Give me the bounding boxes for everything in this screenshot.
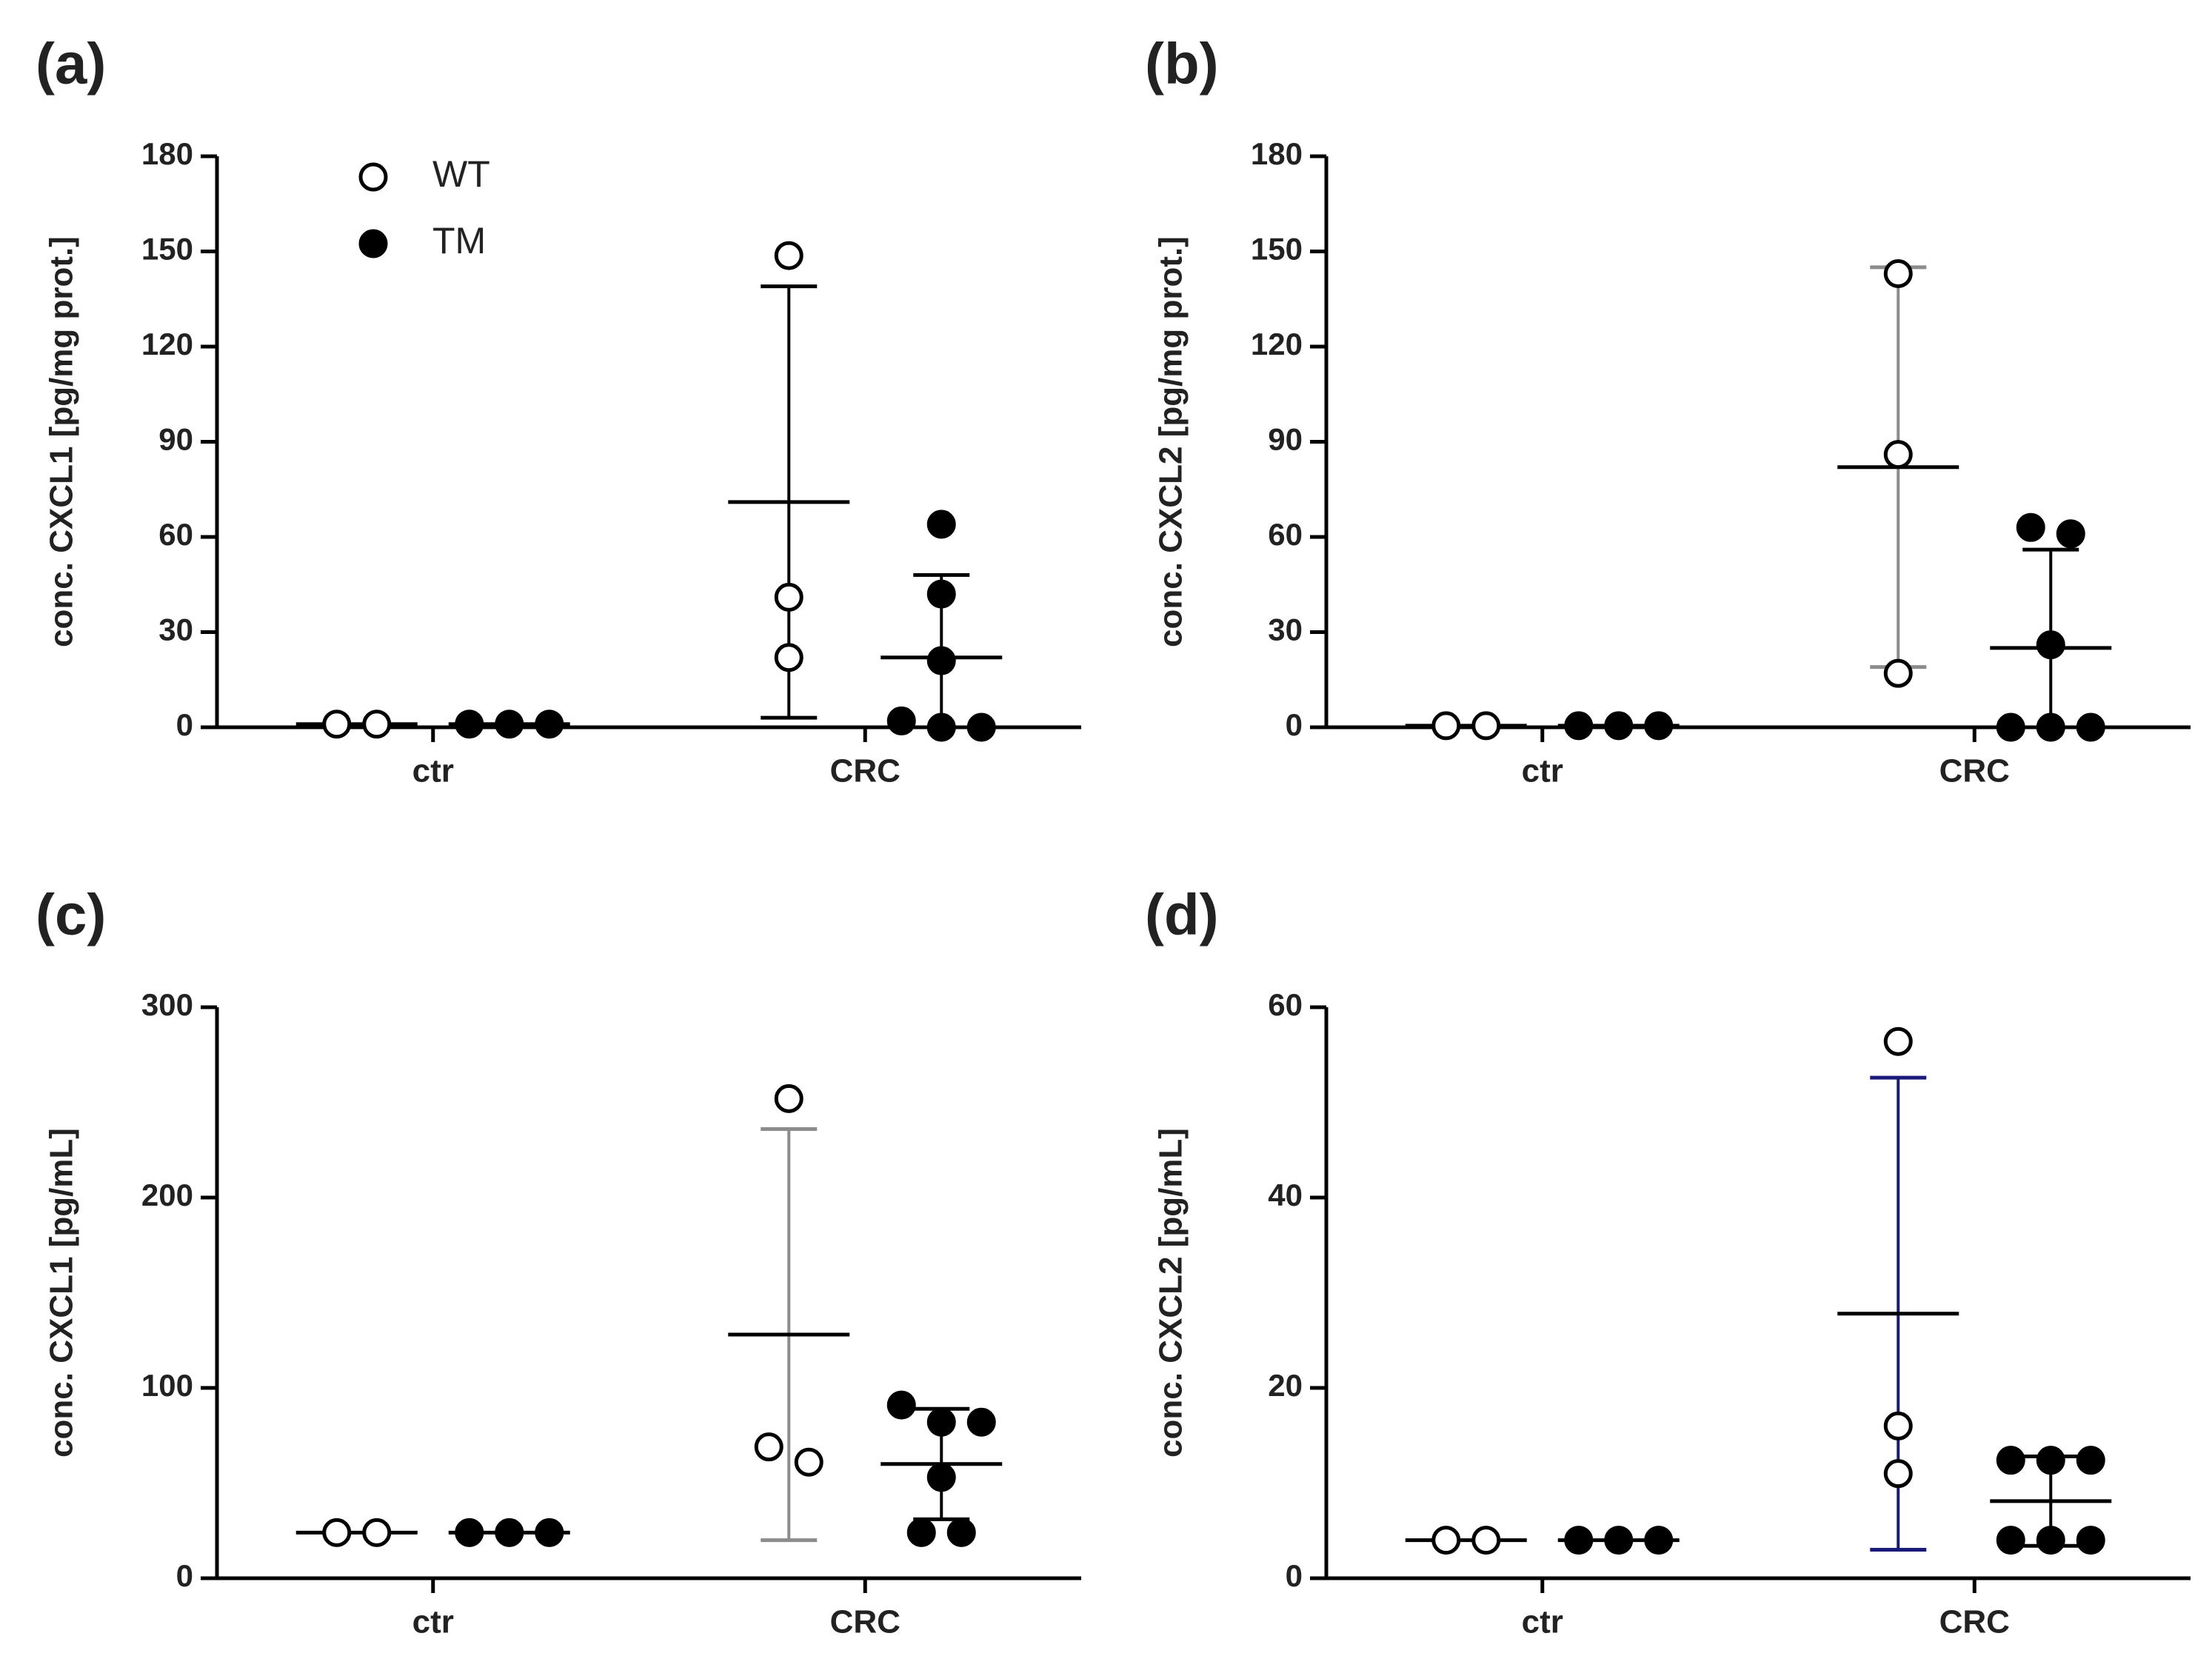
data-point — [1883, 658, 1913, 688]
data-point — [2036, 1526, 2065, 1555]
data-point — [1883, 1411, 1913, 1440]
x-tick-label: CRC — [830, 753, 900, 789]
data-point — [1644, 711, 1674, 741]
data-point — [2036, 630, 2065, 660]
legend-marker — [358, 229, 388, 258]
data-point — [886, 706, 916, 735]
y-tick-label: 0 — [1286, 707, 1303, 742]
data-point — [455, 1518, 484, 1547]
panel-label: (d) — [1145, 882, 1219, 947]
panel-label: (c) — [36, 882, 106, 947]
data-point — [926, 646, 956, 675]
data-point — [926, 579, 956, 609]
data-point — [794, 1447, 823, 1477]
y-tick-label: 60 — [1268, 517, 1303, 552]
y-tick-label: 0 — [1286, 1558, 1303, 1593]
legend-label: WT — [432, 153, 490, 195]
data-point — [1431, 711, 1461, 741]
data-point — [362, 1518, 392, 1547]
data-point — [1996, 712, 2025, 742]
data-point — [926, 1463, 956, 1492]
y-tick-label: 60 — [158, 517, 193, 552]
data-point — [362, 710, 392, 739]
data-point — [2016, 513, 2045, 542]
y-tick-label: 0 — [176, 1558, 193, 1593]
panel-label: (a) — [36, 31, 106, 96]
data-point — [535, 1518, 564, 1547]
data-point — [1471, 711, 1501, 741]
data-point — [1644, 1526, 1674, 1555]
y-tick-label: 200 — [141, 1178, 193, 1212]
x-tick-label: ctr — [1522, 1604, 1563, 1640]
y-tick-label: 30 — [158, 612, 193, 647]
y-tick-label: 0 — [176, 707, 193, 742]
x-tick-label: CRC — [830, 1604, 900, 1640]
y-tick-label: 150 — [1251, 232, 1303, 267]
y-tick-label: 90 — [158, 422, 193, 457]
data-point — [2036, 712, 2065, 742]
data-point — [1996, 1446, 2025, 1475]
data-point — [1996, 1526, 2025, 1555]
y-tick-label: 100 — [141, 1368, 193, 1403]
x-tick-label: ctr — [412, 1604, 454, 1640]
y-axis-label: conc. CXCL1 [pg/mg prot.] — [44, 236, 80, 647]
y-tick-label: 180 — [1251, 136, 1303, 171]
y-tick-label: 60 — [1268, 987, 1303, 1022]
y-tick-label: 20 — [1268, 1368, 1303, 1403]
data-point — [2056, 519, 2085, 549]
data-point — [1883, 440, 1913, 470]
data-point — [774, 582, 803, 612]
y-tick-label: 120 — [1251, 327, 1303, 361]
data-point — [1431, 1526, 1461, 1555]
y-tick-label: 90 — [1268, 422, 1303, 457]
data-point — [966, 712, 996, 742]
y-tick-label: 300 — [141, 987, 193, 1022]
data-point — [2036, 1446, 2065, 1475]
data-point — [2076, 1446, 2105, 1475]
data-point — [886, 1390, 916, 1420]
data-point — [455, 710, 484, 739]
data-point — [774, 643, 803, 672]
y-axis-label: conc. CXCL1 [pg/mL] — [44, 1128, 80, 1458]
y-tick-label: 30 — [1268, 612, 1303, 647]
data-point — [906, 1518, 936, 1547]
data-point — [774, 1084, 803, 1113]
data-point — [322, 1518, 352, 1547]
y-tick-label: 180 — [141, 136, 193, 171]
x-tick-label: CRC — [1939, 753, 2010, 789]
y-tick-label: 150 — [141, 232, 193, 267]
data-point — [1564, 1526, 1594, 1555]
data-point — [1564, 711, 1594, 741]
data-point — [1883, 1459, 1913, 1489]
data-point — [926, 1407, 956, 1437]
y-axis-label: conc. CXCL2 [pg/mg prot.] — [1153, 236, 1189, 647]
data-point — [1883, 258, 1913, 288]
y-tick-label: 40 — [1268, 1178, 1303, 1212]
x-tick-label: CRC — [1939, 1604, 2010, 1640]
data-point — [495, 710, 524, 739]
x-tick-label: ctr — [412, 753, 454, 789]
x-tick-label: ctr — [1522, 753, 1563, 789]
data-point — [535, 710, 564, 739]
data-point — [946, 1518, 976, 1547]
data-point — [2076, 712, 2105, 742]
legend-label: TM — [432, 220, 486, 261]
data-point — [754, 1432, 783, 1462]
y-tick-label: 120 — [141, 327, 193, 361]
data-point — [966, 1407, 996, 1437]
panel-label: (b) — [1145, 31, 1219, 96]
data-point — [1471, 1526, 1501, 1555]
data-point — [2076, 1526, 2105, 1555]
legend-marker — [358, 162, 388, 192]
data-point — [926, 712, 956, 742]
data-point — [1604, 1526, 1634, 1555]
data-point — [1604, 711, 1634, 741]
data-point — [774, 241, 803, 270]
data-point — [926, 510, 956, 539]
data-point — [1883, 1026, 1913, 1056]
data-point — [495, 1518, 524, 1547]
data-point — [322, 710, 352, 739]
y-axis-label: conc. CXCL2 [pg/mL] — [1153, 1128, 1189, 1458]
